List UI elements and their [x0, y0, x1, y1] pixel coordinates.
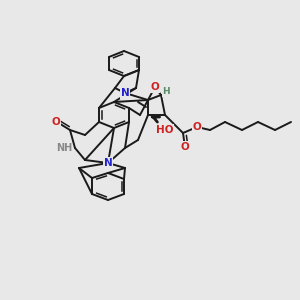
Text: N: N — [103, 158, 112, 168]
Text: N: N — [121, 88, 129, 98]
Text: HO: HO — [156, 125, 174, 135]
Text: H: H — [162, 88, 170, 97]
Text: O: O — [193, 122, 201, 132]
Text: O: O — [151, 82, 159, 92]
Text: O: O — [52, 117, 60, 127]
Text: NH: NH — [56, 143, 72, 153]
Text: O: O — [181, 142, 189, 152]
